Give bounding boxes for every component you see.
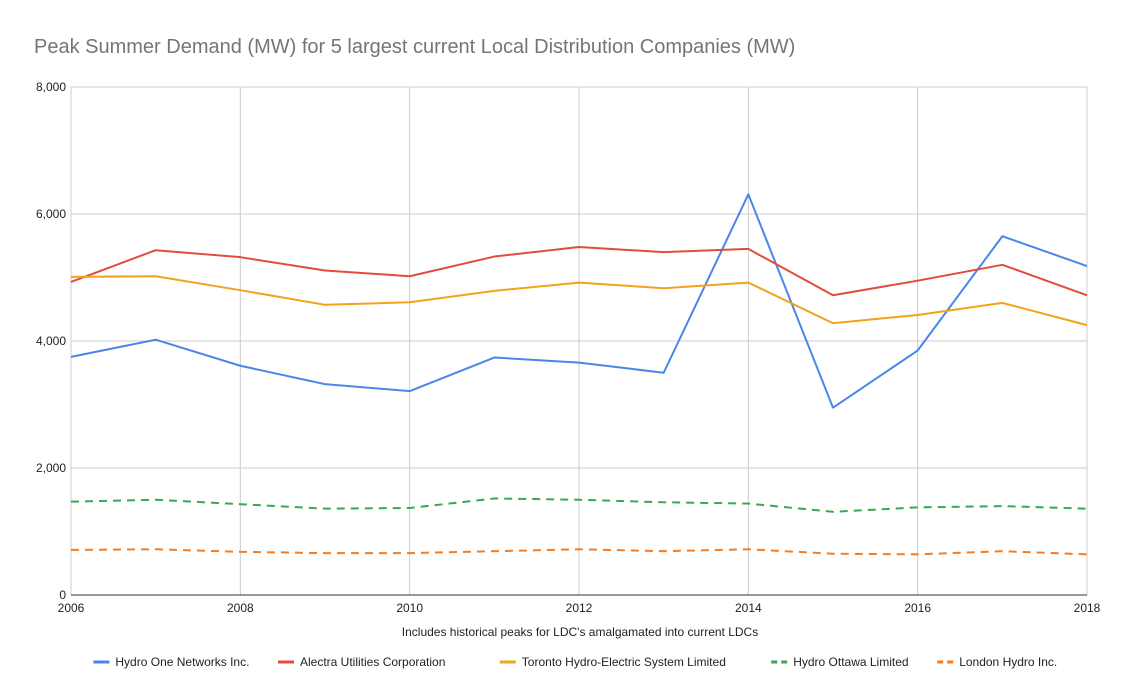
y-tick-label: 4,000 [36,334,66,348]
chart-title: Peak Summer Demand (MW) for 5 largest cu… [34,36,795,58]
y-tick-label: 2,000 [36,461,66,475]
legend-label: Hydro One Networks Inc. [115,655,249,669]
series-line [70,193,1088,409]
legend-label: Toronto Hydro-Electric System Limited [522,655,726,669]
x-axis-label: Includes historical peaks for LDC's amal… [402,625,758,639]
x-tick-label: 2014 [735,601,762,615]
series-line [70,548,1088,556]
x-tick-label: 2018 [1074,601,1101,615]
axes: 0 2,000 4,000 6,000 8,000 2006 2008 2010 2012 201… [36,80,1101,615]
legend-item: London Hydro Inc. [937,655,1057,669]
legend-item: Hydro One Networks Inc. [93,655,249,669]
legend-label: Alectra Utilities Corporation [300,655,445,669]
legend-label: Hydro Ottawa Limited [793,655,908,669]
x-tick-label: 2006 [58,601,85,615]
x-tick-label: 2010 [396,601,423,615]
x-tick-label: 2012 [566,601,593,615]
legend: Hydro One Networks Inc. Alectra Utilities… [93,655,1057,669]
legend-item: Toronto Hydro-Electric System Limited [499,655,726,669]
legend-label: London Hydro Inc. [959,655,1057,669]
series-line [70,246,1088,297]
y-tick-label: 8,000 [36,80,66,94]
legend-item: Hydro Ottawa Limited [771,655,909,669]
x-tick-label: 2008 [227,601,254,615]
grid [70,86,1088,595]
x-tick-label: 2016 [904,601,931,615]
legend-item: Alectra Utilities Corporation [278,655,445,669]
series-line [70,497,1088,513]
series-group [70,193,1088,556]
y-tick-label: 6,000 [36,207,66,221]
y-tick-label: 0 [59,588,66,602]
series-line [70,275,1088,327]
